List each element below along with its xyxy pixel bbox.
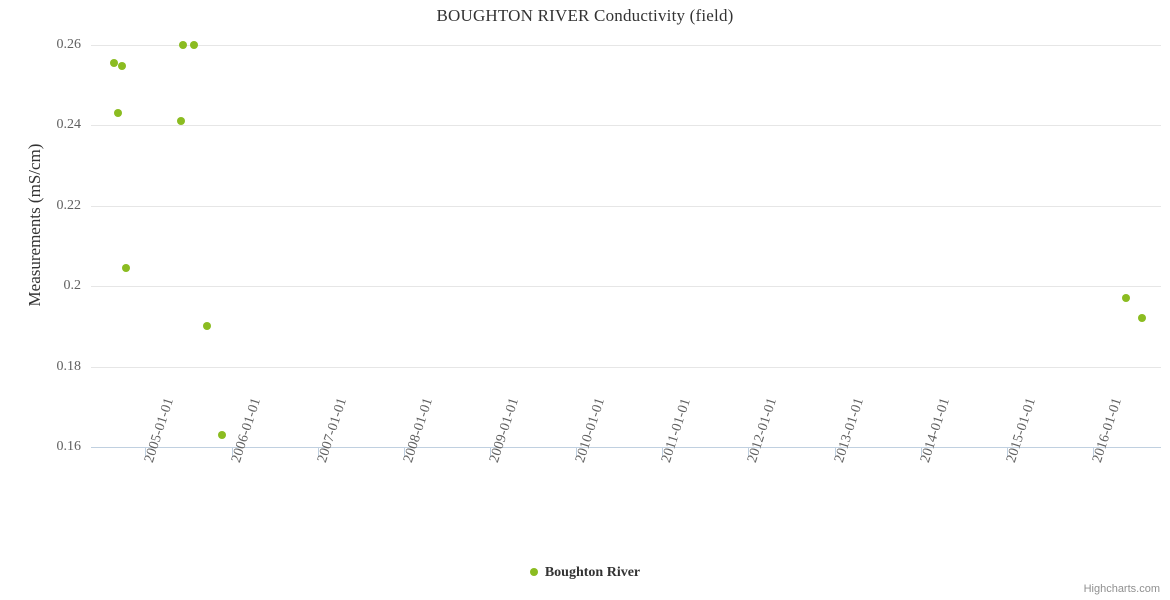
data-point[interactable] bbox=[121, 264, 130, 273]
data-point[interactable] bbox=[113, 109, 122, 118]
x-axis-tick-mark bbox=[318, 448, 319, 457]
data-point[interactable] bbox=[177, 116, 186, 125]
gridline bbox=[91, 206, 1161, 207]
y-axis-tick-label: 0.18 bbox=[56, 358, 82, 374]
y-axis-tick-label: 0.24 bbox=[56, 117, 82, 133]
data-point[interactable] bbox=[109, 59, 118, 68]
data-point[interactable] bbox=[118, 61, 127, 70]
data-point[interactable] bbox=[189, 41, 198, 49]
chart-title: BOUGHTON RIVER Conductivity (field) bbox=[436, 6, 734, 25]
y-axis-tick-label: 0.22 bbox=[56, 197, 82, 213]
data-point[interactable] bbox=[1122, 293, 1131, 302]
data-point[interactable] bbox=[1137, 313, 1146, 322]
data-point[interactable] bbox=[217, 430, 226, 439]
x-axis-tick-mark bbox=[145, 448, 146, 457]
x-axis-tick-mark bbox=[576, 448, 577, 457]
x-axis-tick-mark bbox=[1093, 448, 1094, 457]
x-axis-tick-mark bbox=[662, 448, 663, 457]
x-axis-tick-mark bbox=[835, 448, 836, 457]
legend-marker-icon bbox=[529, 567, 538, 576]
plot-area bbox=[91, 41, 1161, 448]
y-axis-tick-label: 0.26 bbox=[56, 37, 82, 52]
x-axis-tick-mark bbox=[921, 448, 922, 457]
y-axis-tick-label: 0.16 bbox=[56, 439, 82, 454]
highcharts-credits[interactable]: Highcharts.com bbox=[1083, 583, 1160, 595]
gridline bbox=[91, 45, 1161, 46]
x-axis-tick-mark bbox=[1007, 448, 1008, 457]
gridline bbox=[91, 367, 1161, 368]
gridline bbox=[91, 125, 1161, 126]
y-axis-tick-label: 0.2 bbox=[63, 278, 82, 294]
x-axis-tick-mark bbox=[748, 448, 749, 457]
legend-item-label: Boughton River bbox=[544, 564, 641, 580]
data-point[interactable] bbox=[203, 322, 212, 331]
data-point[interactable] bbox=[179, 41, 188, 49]
x-axis-tick-mark bbox=[404, 448, 405, 457]
x-axis-line bbox=[91, 447, 1161, 448]
gridline bbox=[91, 286, 1161, 287]
x-axis-tick-mark bbox=[490, 448, 491, 457]
legend[interactable]: Boughton River bbox=[0, 564, 1170, 582]
x-axis-tick-mark bbox=[232, 448, 233, 457]
